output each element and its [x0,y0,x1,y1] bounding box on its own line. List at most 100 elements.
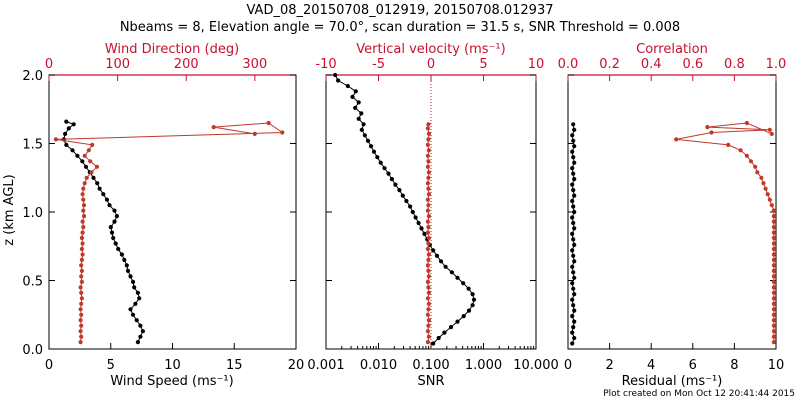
wind-speed-point [75,153,80,158]
snr-point [336,78,341,83]
wind-speed-point [128,274,133,279]
snr-point [455,275,460,280]
wind-speed-point [114,214,119,219]
wind-direction-axis-label: Wind Direction (deg) [105,42,239,57]
correlation-point [763,186,768,191]
wind-direction-point [82,153,87,158]
residual-point [572,308,577,313]
x2-tick-label: 0.8 [724,57,745,72]
x-tick-label: 2 [605,358,613,373]
residual-point [570,341,575,346]
wind-direction-point [81,225,86,230]
correlation-point [771,225,777,230]
x-tick-label: 10 [164,358,181,373]
wind-direction-point [79,263,84,268]
y-axis-label: z (km AGL) [2,174,17,245]
wind-speed-point [119,252,124,257]
correlation-point [771,296,777,301]
snr-point [416,220,421,226]
snr-point [404,198,409,204]
vertical-velocity-point [426,235,431,241]
residual-point [571,155,576,160]
snr-point [386,171,391,176]
wind-direction-point [79,246,84,252]
wind-speed-point [134,318,139,323]
vertical-velocity-point [426,241,431,246]
snr-point [419,226,424,231]
residual-point [571,204,576,209]
correlation-point [771,279,777,284]
residual-point [571,270,576,275]
residual-point [572,160,577,165]
residual-point [572,127,577,132]
residual-point [572,319,577,324]
wind-speed-point [83,164,89,169]
plot-frame [325,74,537,350]
vertical-velocity-point [425,340,430,345]
residual-point [571,171,576,176]
wind-speed-point [66,126,71,131]
wind-speed-point [109,230,115,235]
plot-frame [567,74,777,350]
residual-point [571,325,576,330]
snr-point [436,335,441,341]
vertical-velocity-point [426,274,431,279]
wind-direction-point [78,285,83,290]
vertical-velocity-point [426,307,431,312]
snr-point [353,105,358,110]
correlation-point [674,137,679,142]
y-tick-label: 2.0 [22,69,43,84]
snr-point [461,281,466,286]
wind-speed-point [101,192,106,197]
x2-tick-label: 10 [528,57,545,72]
residual-point [571,253,576,258]
wind-direction-point [211,125,216,130]
snr-point [365,138,371,143]
wind-direction-point [81,208,86,213]
wind-speed-point [128,307,133,312]
snr-line [334,74,475,344]
x2-tick-label: 0.0 [558,57,579,72]
x-tick-label: 15 [226,358,243,373]
vertical-velocity-point [426,192,431,197]
wind-direction-point [78,340,83,345]
wind-direction-point [80,252,85,257]
wind-speed-point [140,329,145,334]
x-tick-label: 1.000 [465,358,502,373]
correlation-point [771,230,777,235]
snr-point [448,325,454,330]
wind-speed-point [70,148,75,153]
wind-direction-point [79,257,84,262]
wind-direction-point [280,130,285,135]
wind-speed-point [97,186,102,191]
correlation-point [726,142,731,147]
correlation-point [771,219,777,224]
vertical-velocity-point [426,137,431,142]
vertical-velocity-point [426,131,431,136]
x2-tick-label: 300 [242,57,267,72]
residual-axis-label: Residual (ms⁻¹) [622,374,723,389]
vertical-velocity-point [426,323,431,328]
snr-point [361,122,366,127]
y-tick-label: 1.0 [22,206,43,221]
residual-point [572,209,577,215]
residual-point [571,122,576,127]
snr-point [378,160,383,165]
wind-direction-point [79,323,84,328]
y-tick-label: 0.0 [22,343,43,358]
correlation-point [771,340,777,345]
residual-point [570,133,575,138]
correlation-point [769,203,774,208]
vertical-velocity-point [425,208,430,213]
vertical-velocity-point [425,126,430,131]
vertical-velocity-point [426,214,431,219]
residual-point [570,264,575,269]
vertical-velocity-point [426,318,431,323]
wind-speed-axis-label: Wind Speed (ms⁻¹) [110,374,233,389]
correlation-point [759,175,764,180]
residual-point [570,198,575,204]
correlation-point [771,246,777,252]
wind-direction-point [78,307,83,312]
snr-point [470,292,475,297]
wind-direction-point [53,137,59,142]
